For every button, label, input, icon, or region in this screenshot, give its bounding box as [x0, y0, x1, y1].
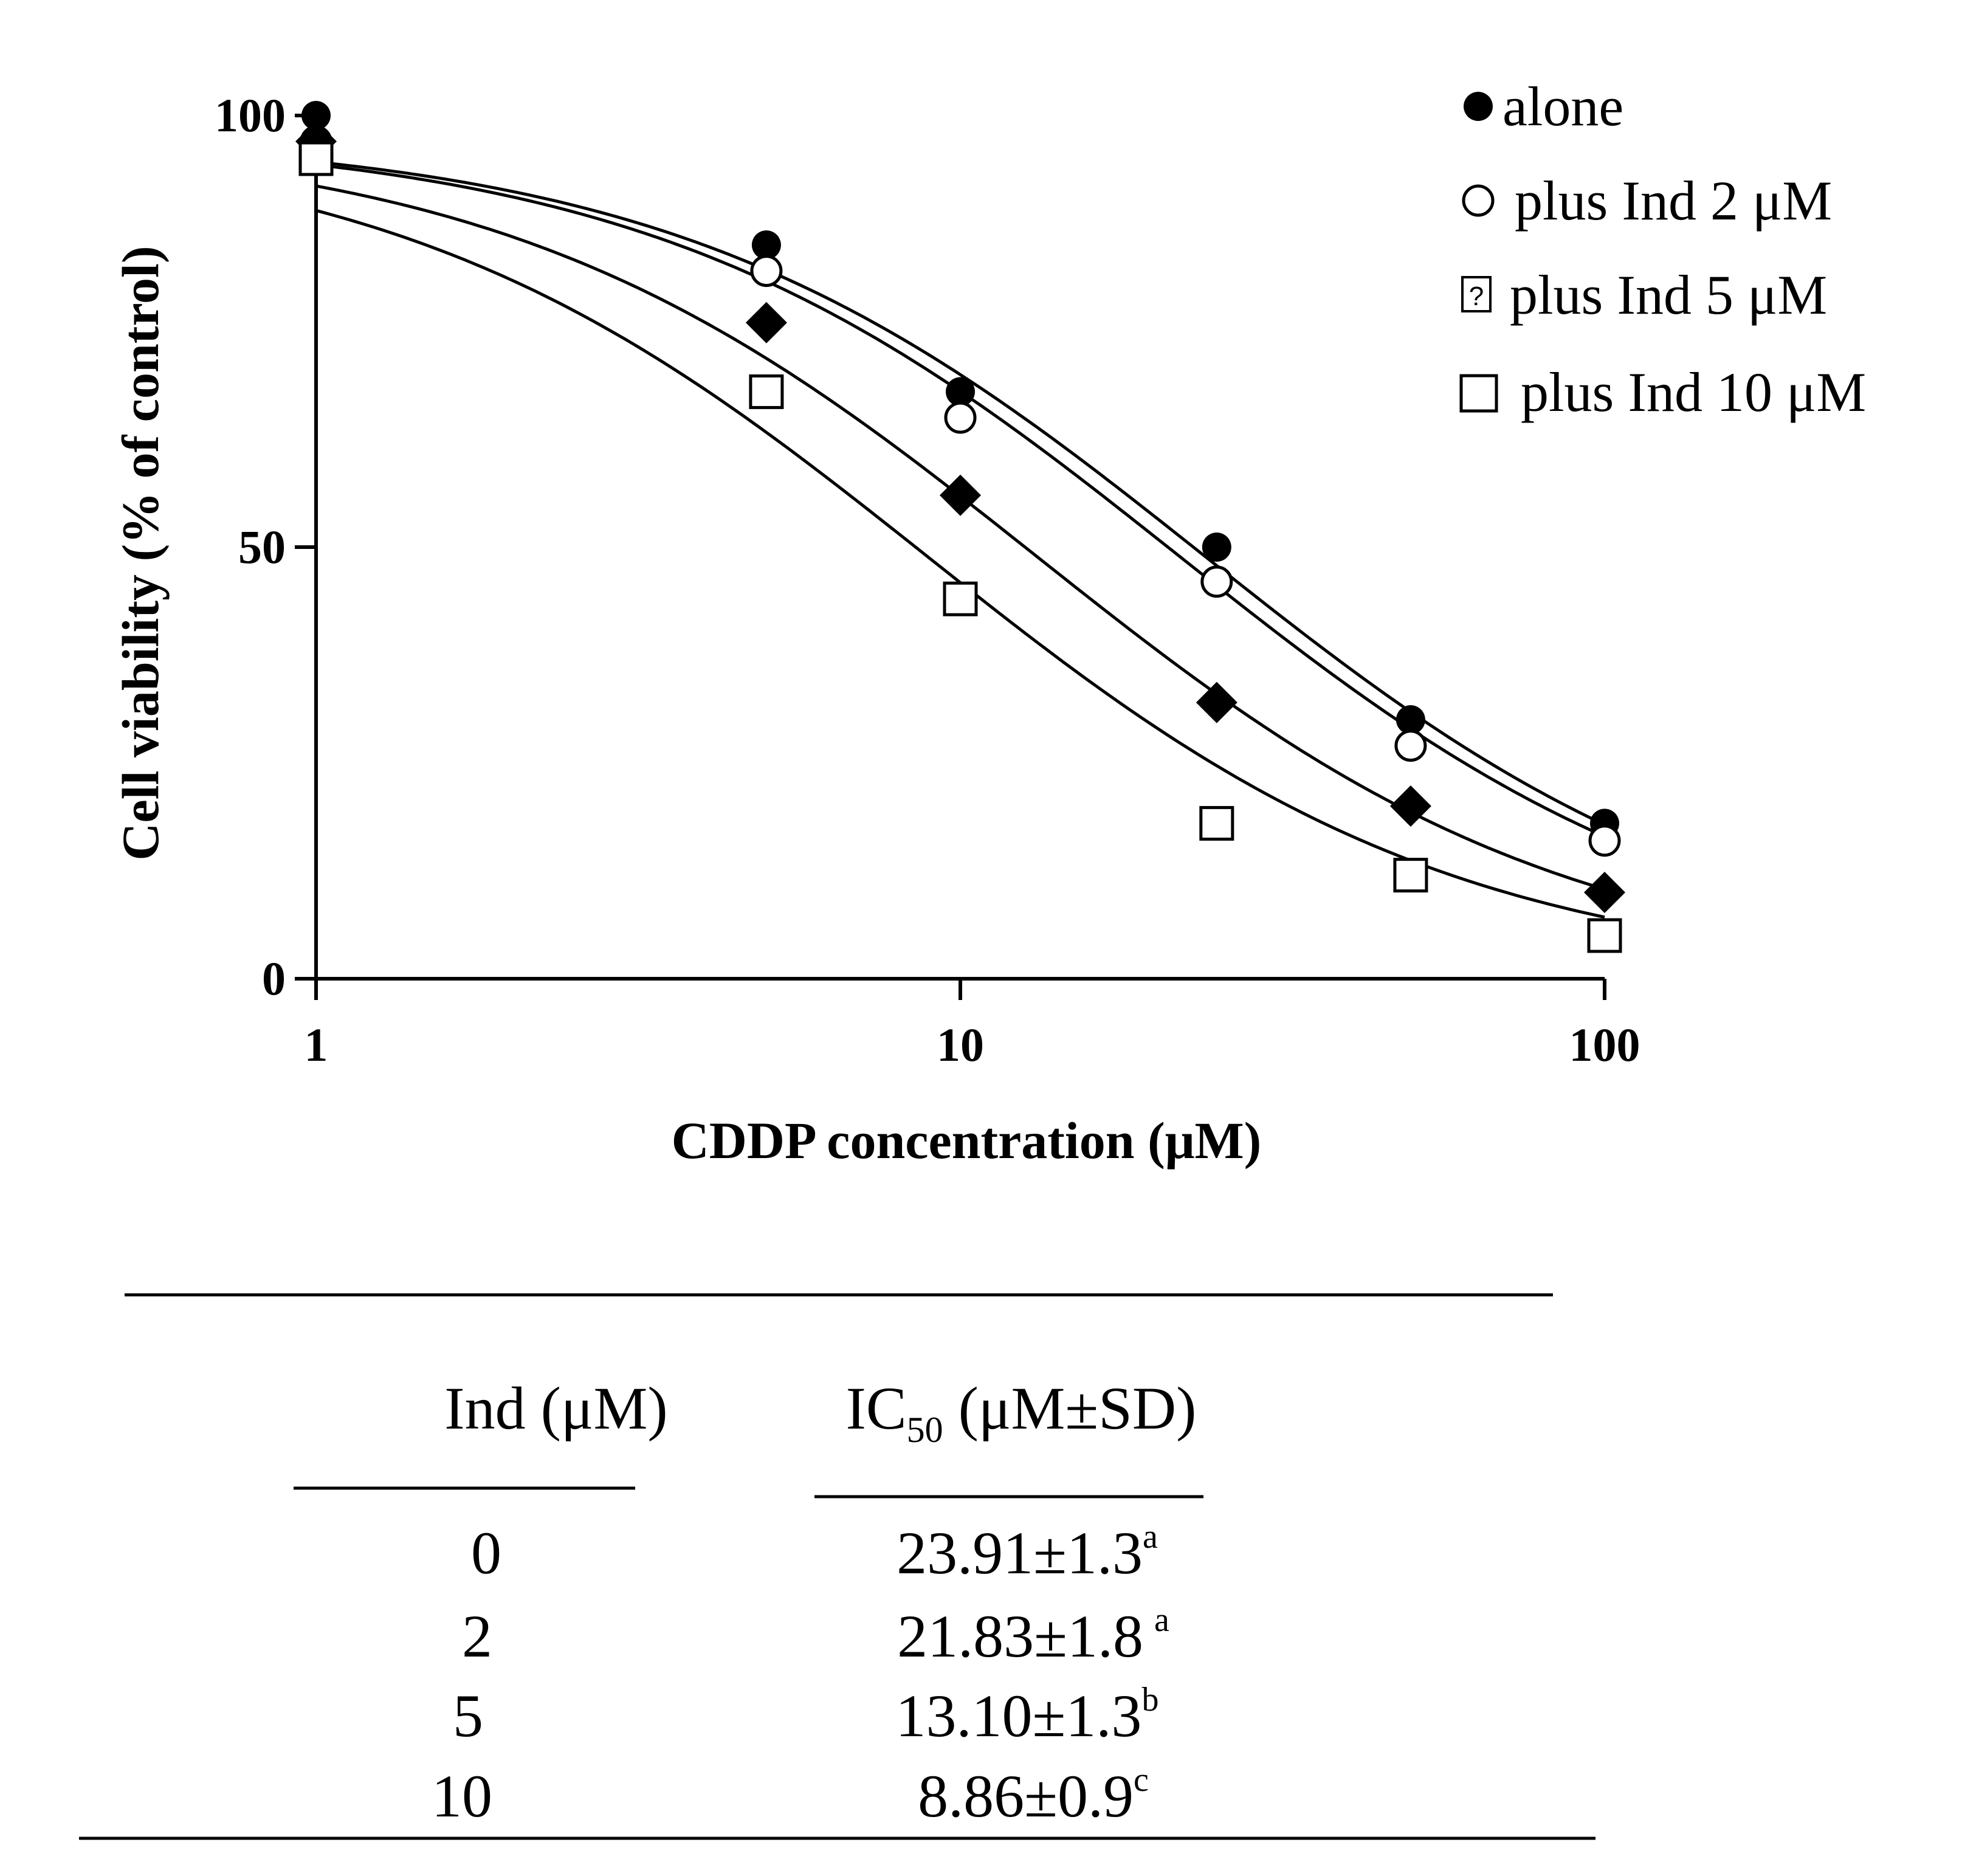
data-point-series-0-x-5 [751, 230, 781, 260]
table-row-1-value: 21.83±1.8 a [897, 1601, 1169, 1670]
data-point-series-3-x-10 [943, 581, 978, 616]
data-point-series-3-x-5 [749, 374, 784, 409]
y-tick-label-0: 0 [262, 952, 286, 1005]
data-point-series-2-x-50 [1389, 785, 1431, 827]
x-tick-label-1: 1 [305, 1018, 328, 1071]
ic50-subscript: 50 [907, 1410, 943, 1450]
legend-marker-alone [1464, 92, 1493, 121]
table-row-3-value: 8.86±0.9c [918, 1761, 1149, 1830]
row-1-sup: a [1154, 1601, 1169, 1639]
data-point-series-1-x-25 [1200, 565, 1233, 598]
row-2-sup: b [1141, 1681, 1158, 1719]
fit-curve-series-2 [315, 184, 1605, 891]
row-2-ic50: 13.10±1.3 [896, 1682, 1142, 1750]
table-row-0-ind: 0 [471, 1519, 501, 1587]
table-header-ic50: IC50 (μM±SD) [846, 1374, 1197, 1450]
data-point-series-3-x-25 [1199, 805, 1234, 841]
data-point-series-0-x-25 [1202, 533, 1231, 562]
axes: 100 50 0 1 10 100 CDDP concentration (μM… [111, 89, 1640, 1170]
legend: alone plus Ind 2 μM ? plus Ind 5 μM plus… [1459, 75, 1866, 423]
data-point-series-0-x-10 [946, 377, 975, 407]
legend-label-alone: alone [1502, 75, 1623, 137]
row-3-ic50: 8.86±0.9 [918, 1762, 1134, 1830]
data-point-series-2-x-100 [1584, 872, 1625, 913]
ic50-main: IC [846, 1374, 907, 1442]
data-point-series-2-x-10 [940, 474, 981, 516]
legend-marker-ind10 [1459, 374, 1498, 413]
ic50-unit: (μM±SD) [943, 1374, 1197, 1442]
data-point-series-3-x-1 [298, 141, 334, 176]
data-point-series-3-x-100 [1587, 918, 1622, 953]
data-point-series-2-x-5 [745, 302, 787, 343]
legend-marker-ind5: ? [1461, 276, 1492, 312]
data-point-series-1-x-10 [944, 401, 977, 434]
data-point-series-1-x-50 [1394, 729, 1427, 762]
data-point-series-0-x-50 [1396, 705, 1425, 734]
row-0-ic50: 23.91±1.3 [897, 1519, 1143, 1587]
legend-label-ind10: plus Ind 10 μM [1521, 361, 1866, 423]
table-row-2-ind: 5 [453, 1682, 483, 1750]
y-tick-label-50: 50 [238, 520, 286, 573]
table-row-0-value: 23.91±1.3a [897, 1518, 1158, 1587]
legend-label-ind2: plus Ind 2 μM [1515, 170, 1832, 232]
data-point-series-0-x-1 [301, 101, 331, 130]
x-tick-label-100: 100 [1569, 1018, 1640, 1071]
row-3-sup: c [1134, 1761, 1149, 1799]
ic50-table: Ind (μM) IC50 (μM±SD) 0 23.91±1.3a 2 21.… [79, 1293, 1595, 1840]
y-axis-title: Cell viability (% of control) [111, 246, 170, 860]
data-markers [295, 101, 1625, 953]
table-header-ind: Ind (μM) [444, 1374, 667, 1442]
x-axis-title: CDDP concentration (μM) [672, 1111, 1262, 1170]
legend-marker-ind2 [1462, 184, 1495, 217]
data-point-series-1-x-100 [1588, 824, 1621, 857]
data-point-series-3-x-50 [1393, 858, 1428, 893]
y-tick-label-100: 100 [215, 89, 286, 142]
data-point-series-1-x-5 [750, 255, 783, 288]
row-1-ic50: 21.83±1.8 [897, 1602, 1143, 1670]
table-row-3-ind: 10 [432, 1762, 492, 1830]
row-0-sup: a [1143, 1518, 1158, 1556]
table-row-2-value: 13.10±1.3b [896, 1681, 1159, 1750]
data-point-series-2-x-25 [1196, 681, 1237, 723]
svg-text:?: ? [1469, 281, 1484, 311]
fit-curve-series-0 [315, 160, 1606, 826]
table-row-1-ind: 2 [462, 1602, 492, 1670]
legend-label-ind5: plus Ind 5 μM [1510, 264, 1827, 326]
x-tick-label-10: 10 [937, 1018, 984, 1071]
